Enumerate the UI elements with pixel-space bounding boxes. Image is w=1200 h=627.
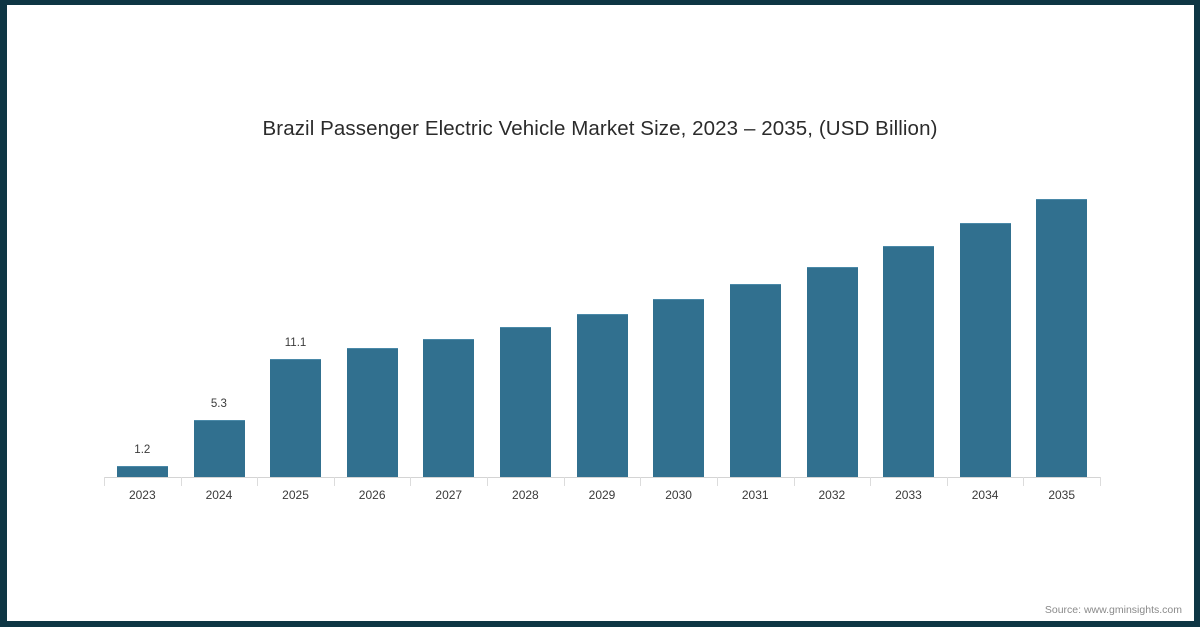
bar-rect-2027[interactable]	[423, 339, 475, 478]
x-axis-tick	[410, 477, 412, 486]
x-axis-label-2035: 2035	[1048, 488, 1076, 502]
chart-title: Brazil Passenger Electric Vehicle Market…	[262, 117, 938, 140]
frame-border-left	[0, 0, 7, 627]
bar-value-label-2023: 1.2	[134, 444, 151, 456]
x-axis-tick	[793, 477, 795, 486]
x-axis-tick	[180, 477, 182, 486]
x-axis-label-2030: 2030	[665, 488, 692, 502]
x-axis-tick	[1023, 477, 1025, 486]
x-axis-label-2032: 2032	[818, 488, 846, 502]
x-axis-tick	[640, 477, 642, 486]
bar-rect-2030[interactable]	[653, 299, 705, 478]
bar-value-label-2025: 11.1	[284, 337, 307, 349]
bar-rect-2024[interactable]	[193, 420, 245, 478]
plot-area	[104, 170, 1100, 478]
x-axis-label-2025: 2025	[282, 488, 309, 502]
source-attribution: Source: www.gminsights.com	[1044, 604, 1182, 616]
bar-rect-2026[interactable]	[346, 348, 398, 478]
bar-rect-2031[interactable]	[729, 284, 781, 478]
bar-rect-2025[interactable]	[270, 359, 322, 478]
x-axis-tick	[1100, 477, 1101, 486]
frame-border-right	[1194, 0, 1200, 627]
x-axis-tick	[104, 477, 105, 486]
x-axis-label-2024: 2024	[205, 488, 233, 502]
x-axis-label-2033: 2033	[895, 488, 922, 502]
x-axis-tick	[563, 477, 565, 486]
bar-rect-2023[interactable]	[117, 466, 168, 478]
x-axis-label-2027: 2027	[435, 488, 463, 502]
x-axis-label-2031: 2031	[741, 488, 769, 502]
x-axis-tick	[716, 477, 718, 486]
x-axis-label-2029: 2029	[588, 488, 616, 502]
x-axis-tick	[870, 477, 872, 486]
bar-rect-2032[interactable]	[806, 267, 858, 478]
bar-rect-2034[interactable]	[959, 223, 1011, 478]
frame-border-top	[0, 0, 1200, 5]
bar-rect-2035[interactable]	[1036, 199, 1088, 478]
bar-rect-2028[interactable]	[500, 327, 552, 478]
x-axis-tick	[487, 477, 489, 486]
x-axis-tick	[946, 477, 948, 486]
x-axis-tick	[257, 477, 259, 486]
frame-border-bottom	[0, 621, 1200, 627]
x-axis-line	[104, 477, 1100, 478]
x-axis-label-2026: 2026	[358, 488, 386, 502]
bar-rect-2033[interactable]	[883, 246, 935, 478]
x-axis-label-2028: 2028	[512, 488, 539, 502]
x-axis-label-2023: 2023	[128, 488, 156, 502]
x-axis-label-2034: 2034	[971, 488, 999, 502]
x-axis-tick	[333, 477, 335, 486]
bar-value-label-2024: 5.3	[210, 398, 227, 410]
bar-rect-2029[interactable]	[576, 314, 628, 478]
